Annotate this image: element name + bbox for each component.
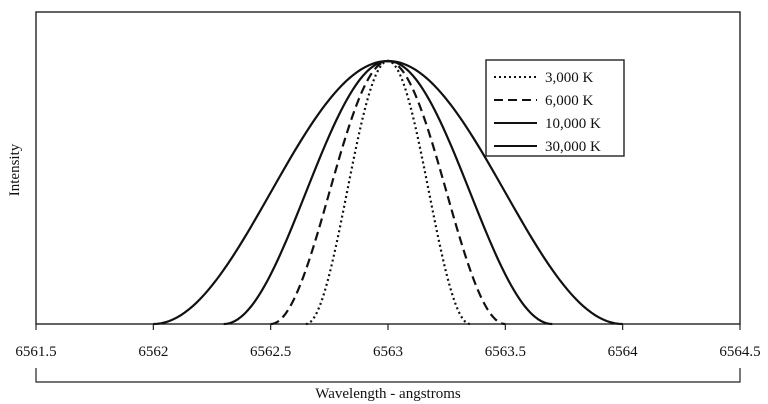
x-tick-label: 6562.5 [250,344,291,360]
series-curves [153,59,623,326]
x-tick-label: 6563.5 [485,344,526,360]
legend-label-30000k: 30,000 K [545,139,601,155]
x-tick-label: 6564 [608,344,639,360]
series-line-30000k [153,59,623,326]
legend-label-10000k: 10,000 K [545,116,601,132]
y-axis-label: Intensity [7,143,23,196]
x-tick-label: 6561.5 [15,344,56,360]
legend-label-3000k: 3,000 K [545,70,594,86]
legend-label-6000k: 6,000 K [545,93,594,109]
legend: 3,000 K 6,000 K 10,000 K 30,000 K [485,59,625,157]
x-axis-label: Wavelength - angstroms [315,386,461,402]
x-tick-label: 6562 [138,344,168,360]
x-axis-bracket [35,368,741,383]
x-axis-ticks: 6561.5 6562 6562.5 6563 6563.5 6564 6564.5 [15,324,761,360]
plot-area [35,11,741,325]
x-tick-label: 6563 [373,344,403,360]
x-tick-label: 6564.5 [719,344,760,360]
